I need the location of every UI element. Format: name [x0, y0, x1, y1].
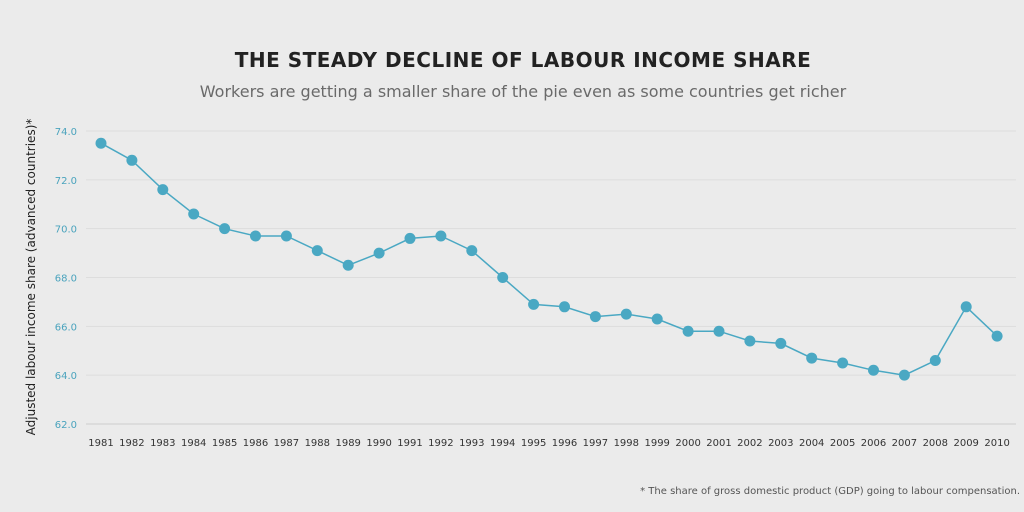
y-tick-label: 66.0: [55, 322, 77, 333]
x-tick-label: 1998: [614, 438, 639, 449]
grid-lines: [86, 130, 1016, 425]
x-tick-label: 1982: [119, 438, 144, 449]
x-tick-label: 1984: [181, 438, 206, 449]
x-tick-label: 1999: [644, 438, 669, 449]
series-line: [100, 142, 998, 376]
data-point-1991[interactable]: [404, 232, 416, 244]
y-tick-label: 62.0: [55, 420, 77, 431]
data-point-1999[interactable]: [651, 313, 663, 325]
chart-title: THE STEADY DECLINE OF LABOUR INCOME SHAR…: [234, 48, 812, 72]
x-tick-label: 2006: [861, 438, 886, 449]
data-point-1989[interactable]: [342, 259, 354, 271]
x-tick-label: 2008: [923, 438, 948, 449]
x-tick-label: 1987: [274, 438, 299, 449]
data-point-1987[interactable]: [280, 230, 292, 242]
data-point-1981[interactable]: [95, 137, 107, 149]
x-tick-label: 1997: [583, 438, 608, 449]
x-tick-label: 1990: [366, 438, 391, 449]
x-tick-label: 2001: [706, 438, 731, 449]
data-point-2009[interactable]: [960, 301, 972, 313]
y-tick-label: 64.0: [55, 371, 77, 382]
data-point-1994[interactable]: [497, 272, 509, 283]
data-point-2002[interactable]: [744, 335, 756, 347]
data-point-2004[interactable]: [806, 352, 818, 364]
x-tick-label: 1996: [552, 438, 577, 449]
x-tick-label: 1989: [335, 438, 360, 449]
y-tick-label: 74.0: [55, 127, 77, 138]
data-point-2008[interactable]: [929, 355, 941, 367]
data-point-2010[interactable]: [991, 330, 1003, 342]
data-points: [95, 137, 1003, 381]
x-tick-label: 1995: [521, 438, 546, 449]
x-tick-label: 2004: [799, 438, 824, 449]
x-tick-label: 1981: [88, 438, 113, 449]
data-point-1986[interactable]: [250, 230, 261, 242]
data-point-1997[interactable]: [589, 311, 601, 323]
data-point-1998[interactable]: [620, 308, 632, 320]
data-point-1990[interactable]: [373, 247, 385, 259]
x-tick-label: 2002: [737, 438, 762, 449]
x-tick-label: 2000: [675, 438, 700, 449]
data-point-1992[interactable]: [435, 230, 447, 242]
x-tick-label: 2005: [830, 438, 855, 449]
data-point-2001[interactable]: [713, 325, 725, 337]
x-tick-label: 1991: [397, 438, 422, 449]
data-point-1985[interactable]: [219, 223, 231, 235]
data-point-1983[interactable]: [157, 184, 169, 196]
data-point-1995[interactable]: [528, 298, 540, 310]
data-point-2005[interactable]: [837, 357, 849, 369]
x-tick-label: 1985: [212, 438, 237, 449]
x-tick-label: 2007: [892, 438, 917, 449]
data-point-1984[interactable]: [188, 208, 200, 220]
x-tick-label: 1993: [459, 438, 484, 449]
chart-footnote: * The share of gross domestic product (G…: [640, 486, 1020, 497]
data-point-1996[interactable]: [559, 301, 570, 313]
chart-subtitle: Workers are getting a smaller share of t…: [199, 82, 847, 101]
y-tick-label: 70.0: [55, 225, 77, 236]
data-point-2007[interactable]: [898, 369, 910, 381]
y-tick-label: 68.0: [55, 274, 77, 285]
y-axis-label: Adjusted labour income share (advanced c…: [24, 119, 38, 436]
x-tick-label: 1983: [150, 438, 175, 449]
x-tick-label: 1988: [305, 438, 330, 449]
data-point-2003[interactable]: [775, 337, 787, 349]
y-tick-label: 72.0: [55, 176, 77, 187]
x-tick-label: 1986: [243, 438, 268, 449]
data-point-1988[interactable]: [311, 245, 323, 257]
x-tick-label: 2003: [768, 438, 793, 449]
data-point-1993[interactable]: [466, 245, 478, 257]
x-tick-label: 2010: [984, 438, 1009, 449]
x-tick-label: 1992: [428, 438, 453, 449]
x-axis-ticks: 1981 1982 1983 1984 1985 1986 1987 1988 1989 1990…: [88, 438, 1010, 449]
x-tick-label: 2009: [953, 438, 978, 449]
data-point-2006[interactable]: [868, 364, 879, 376]
data-point-1982[interactable]: [126, 154, 138, 166]
data-point-2000[interactable]: [682, 325, 694, 337]
x-tick-label: 1994: [490, 438, 515, 449]
y-axis-ticks: 74.0 72.0 70.0 68.0 66.0 64.0 62.0: [55, 127, 77, 431]
